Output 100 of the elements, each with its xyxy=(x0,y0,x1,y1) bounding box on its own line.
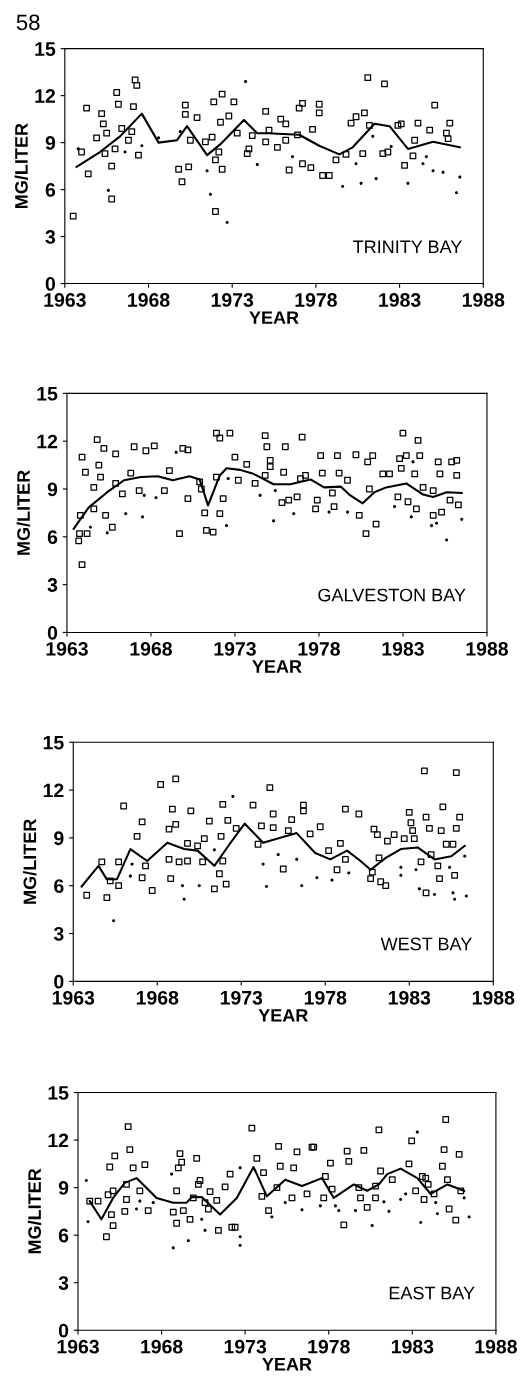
point xyxy=(295,857,299,861)
x-axis-title: YEAR xyxy=(252,660,302,673)
x-tick-label: 1983 xyxy=(388,990,431,1005)
y-tick-label: 15 xyxy=(48,1086,69,1100)
x-axis-title: YEAR xyxy=(262,1358,312,1371)
point xyxy=(448,865,452,869)
y-tick-label: 15 xyxy=(37,387,58,401)
text: TRINITY BAY xyxy=(353,240,462,253)
y-tick-label: 0 xyxy=(58,1323,69,1338)
point xyxy=(424,155,428,159)
x-tick-label: 1988 xyxy=(475,1339,517,1354)
x-tick-label: 1968 xyxy=(136,990,179,1005)
y-tick-label: 6 xyxy=(54,879,64,893)
x-tick-label: 1968 xyxy=(128,293,170,307)
x-tick-label: 1978 xyxy=(295,293,337,307)
point xyxy=(244,79,248,84)
y-tick-label: 3 xyxy=(47,578,58,592)
x-tick-label: 1973 xyxy=(220,990,263,1005)
point xyxy=(270,1215,274,1219)
point xyxy=(290,155,294,159)
line-series xyxy=(72,467,463,530)
x-tick-label: 1963 xyxy=(44,293,86,307)
point xyxy=(463,854,467,858)
x-tick-label: 1983 xyxy=(382,641,424,656)
y-tick-label: 12 xyxy=(48,1133,69,1148)
text: GALVESTON BAY xyxy=(318,588,466,602)
point xyxy=(186,1239,190,1243)
x-tick-label: 1973 xyxy=(211,293,254,307)
line-series xyxy=(75,112,461,168)
x-tick-label: 1983 xyxy=(379,293,421,307)
point xyxy=(171,1246,175,1250)
point xyxy=(399,1197,403,1202)
y-tick-label: 6 xyxy=(58,1228,69,1243)
text: WEST BAY xyxy=(380,937,472,951)
x-tick-label: 1988 xyxy=(472,990,515,1005)
x-tick-label: 1973 xyxy=(224,1339,267,1354)
point xyxy=(341,184,345,189)
y-tick-label: 0 xyxy=(45,277,55,291)
point xyxy=(134,1207,139,1211)
x-tick-label: 1963 xyxy=(57,1339,99,1354)
line-series xyxy=(88,1165,466,1221)
y-tick-label: 15 xyxy=(43,735,64,750)
y-tick-label: 6 xyxy=(47,530,58,545)
x-axis-title: YEAR xyxy=(249,311,299,324)
x-tick-label: 1978 xyxy=(298,641,340,656)
point xyxy=(419,1220,423,1225)
point xyxy=(197,884,201,888)
point xyxy=(283,1201,287,1205)
point xyxy=(200,1217,204,1221)
x-tick-label: 1978 xyxy=(308,1339,350,1354)
point xyxy=(224,524,229,528)
point xyxy=(434,1201,438,1205)
y-axis-title: MG/LITER xyxy=(22,819,37,904)
point xyxy=(264,884,269,889)
point xyxy=(353,1209,358,1213)
x-tick-label: 1968 xyxy=(130,641,172,656)
point xyxy=(460,517,464,521)
x-tick-label: 1988 xyxy=(466,641,508,656)
point xyxy=(105,531,109,535)
y-axis-title: MG/LITER xyxy=(16,470,31,555)
y-axis-title: MG/LITER xyxy=(14,123,28,209)
text: 58 xyxy=(16,14,40,31)
y-tick-label: 0 xyxy=(47,625,58,640)
y-tick-label: 9 xyxy=(54,831,64,846)
x-tick-label: 1968 xyxy=(141,1339,183,1354)
y-tick-label: 3 xyxy=(53,926,64,941)
y-tick-label: 9 xyxy=(58,1181,69,1195)
text: EAST BAY xyxy=(389,1286,475,1300)
point xyxy=(432,892,437,897)
line-series xyxy=(80,822,466,888)
y-axis-title: MG/LITER xyxy=(27,1168,42,1254)
y-tick-label: 12 xyxy=(35,89,56,103)
y-tick-label: 3 xyxy=(58,1276,69,1290)
y-tick-label: 6 xyxy=(45,183,56,197)
x-tick-label: 1983 xyxy=(391,1339,434,1354)
y-tick-label: 0 xyxy=(54,974,64,989)
x-tick-label: 1988 xyxy=(462,293,505,307)
x-axis-title: YEAR xyxy=(258,1009,308,1022)
y-tick-label: 9 xyxy=(45,136,56,150)
y-tick-label: 9 xyxy=(47,482,58,497)
point xyxy=(382,1200,386,1204)
point xyxy=(76,147,80,151)
x-tick-label: 1963 xyxy=(46,641,88,656)
point xyxy=(106,188,110,192)
point xyxy=(392,504,397,509)
point xyxy=(429,524,434,528)
y-tick-label: 12 xyxy=(43,783,64,798)
point xyxy=(292,512,296,516)
x-tick-label: 1963 xyxy=(52,990,95,1005)
point xyxy=(208,192,212,196)
x-tick-label: 1978 xyxy=(304,990,347,1005)
x-tick-label: 1973 xyxy=(214,641,256,656)
y-tick-label: 15 xyxy=(35,42,56,56)
y-tick-label: 3 xyxy=(45,230,56,244)
y-tick-label: 12 xyxy=(37,434,58,449)
point xyxy=(124,512,128,516)
point xyxy=(300,884,304,888)
point xyxy=(445,538,449,542)
point xyxy=(84,1178,88,1183)
point xyxy=(462,1196,466,1200)
